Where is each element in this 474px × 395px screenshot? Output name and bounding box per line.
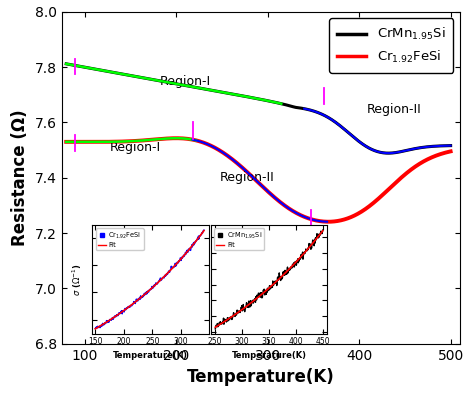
Legend: Cr$_{1.92}$FeSi, Fit: Cr$_{1.92}$FeSi, Fit xyxy=(96,228,144,250)
Text: Region-II: Region-II xyxy=(220,171,275,184)
X-axis label: Temperature(K): Temperature(K) xyxy=(113,351,188,360)
X-axis label: Temperature(K): Temperature(K) xyxy=(231,351,307,360)
Y-axis label: $\sigma$ ($\Omega^{-1}$): $\sigma$ ($\Omega^{-1}$) xyxy=(71,263,84,296)
Text: Region-I: Region-I xyxy=(160,75,210,88)
Text: Region-I: Region-I xyxy=(110,141,161,154)
Legend: CrMn$_{1.95}$Si, Fit: CrMn$_{1.95}$Si, Fit xyxy=(214,228,264,250)
Legend: CrMn$_{1.95}$Si, Cr$_{1.92}$FeSi: CrMn$_{1.95}$Si, Cr$_{1.92}$FeSi xyxy=(329,19,453,73)
X-axis label: Temperature(K): Temperature(K) xyxy=(187,368,335,386)
Text: Region-II: Region-II xyxy=(366,103,421,116)
Y-axis label: Resistance (Ω): Resistance (Ω) xyxy=(11,109,29,246)
